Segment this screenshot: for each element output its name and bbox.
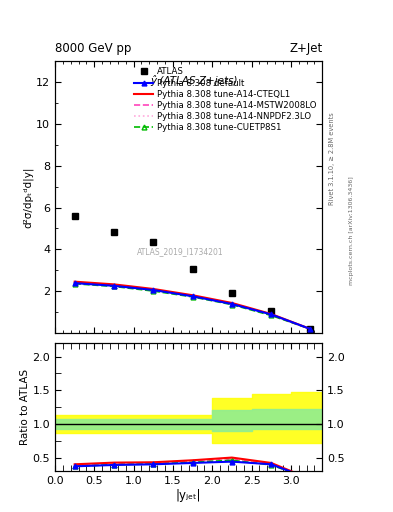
- X-axis label: |yⱼₑₜ|: |yⱼₑₜ|: [176, 488, 201, 502]
- Legend: ATLAS, Pythia 8.308 default, Pythia 8.308 tune-A14-CTEQL1, Pythia 8.308 tune-A14: ATLAS, Pythia 8.308 default, Pythia 8.30…: [131, 64, 320, 136]
- Y-axis label: Ratio to ATLAS: Ratio to ATLAS: [20, 369, 29, 445]
- Y-axis label: d²σ/dpₜᵈd|y|: d²σ/dpₜᵈd|y|: [23, 166, 33, 228]
- Text: Rivet 3.1.10, ≥ 2.8M events: Rivet 3.1.10, ≥ 2.8M events: [329, 112, 335, 205]
- Text: ATLAS_2019_I1734201: ATLAS_2019_I1734201: [137, 247, 224, 256]
- Text: ŷ (ATLAS Z+jets): ŷ (ATLAS Z+jets): [150, 75, 238, 86]
- Text: 8000 GeV pp: 8000 GeV pp: [55, 41, 131, 55]
- Text: mcplots.cern.ch [arXiv:1306.3436]: mcplots.cern.ch [arXiv:1306.3436]: [349, 176, 354, 285]
- Text: Z+Jet: Z+Jet: [289, 41, 322, 55]
